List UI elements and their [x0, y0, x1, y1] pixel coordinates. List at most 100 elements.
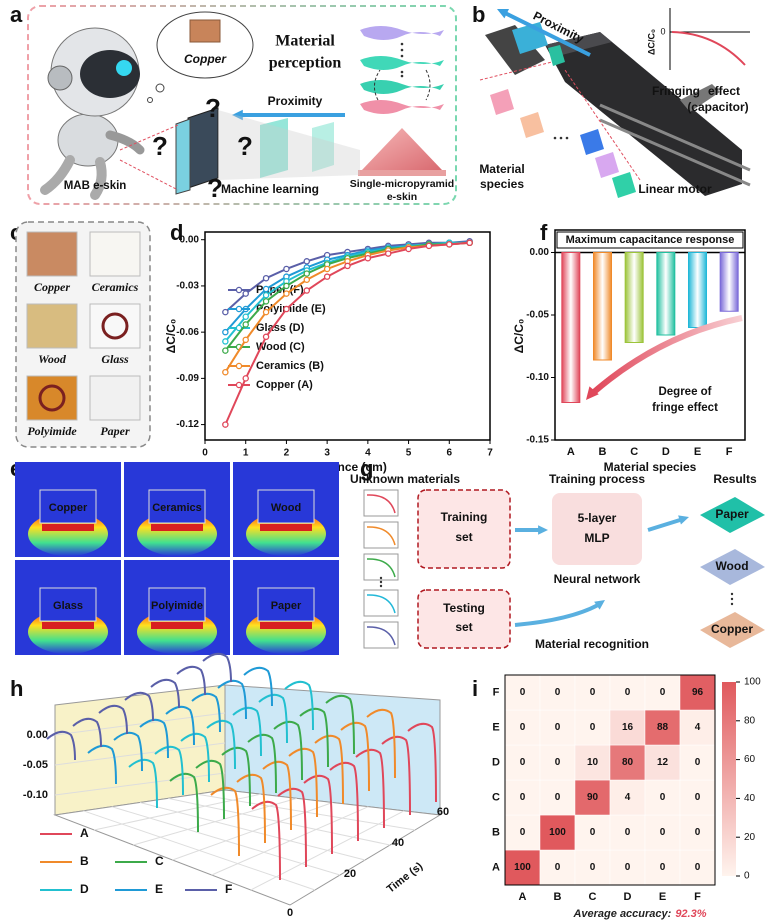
x-tick-label: 3 [324, 448, 330, 459]
sim-label: Wood [271, 502, 301, 514]
g-header: Training process [549, 472, 645, 486]
data-point [303, 276, 311, 284]
colorbar [722, 682, 736, 876]
callout [479, 61, 553, 81]
cell-value: 0 [520, 827, 526, 838]
sim-label: Polyimide [151, 600, 203, 612]
data-point [222, 338, 229, 345]
x-tick-label: C [630, 446, 638, 458]
rail [599, 103, 751, 172]
data-point [242, 321, 249, 328]
data-point [262, 285, 270, 293]
waterfall-curve [202, 652, 232, 683]
wall-grid [54, 772, 226, 796]
curve-thumb [363, 489, 399, 517]
heat-cell [504, 849, 541, 886]
waterfall-curve [124, 691, 154, 722]
heat-cell [574, 709, 611, 746]
waterfall-curve [314, 734, 344, 805]
panel-border [27, 5, 457, 205]
bar [561, 252, 581, 403]
electrode [151, 524, 203, 531]
x-tick-label: E [694, 446, 701, 458]
legend-label: Ceramics (B) [256, 360, 324, 372]
data-point [384, 250, 392, 257]
legend-label: Copper (A) [256, 379, 313, 391]
ellipsis-dot [730, 592, 734, 596]
cloud-label: Copper [184, 52, 227, 66]
mlp-box [552, 493, 642, 565]
waterfall-curve [128, 758, 158, 809]
wall-grid [54, 742, 226, 766]
data-point [323, 265, 331, 273]
y-tick-label: 0.00 [180, 234, 200, 245]
cell-value: 0 [555, 757, 561, 768]
waterfall-curve [262, 760, 292, 831]
callout [119, 159, 179, 191]
material-photo [26, 231, 78, 277]
heat-cell [574, 779, 611, 816]
bar [593, 252, 612, 361]
title-text: Material [275, 33, 335, 50]
sensor-label: Single-micropyramid [350, 178, 454, 190]
colorbar-label: 80 [744, 715, 756, 726]
x-tick-label: A [519, 891, 527, 903]
question-mark: ? [237, 131, 253, 161]
thought-dot [147, 97, 153, 103]
material-sample [612, 172, 636, 198]
legend-marker [235, 362, 243, 370]
heat-cell [679, 674, 716, 711]
cell-value: 0 [590, 827, 596, 838]
panel-label: a [10, 2, 23, 27]
y-tick-label: E [492, 721, 499, 733]
arrow-head [586, 386, 599, 400]
pyramid-base [358, 170, 446, 176]
micropyramid [362, 128, 442, 170]
waterfall-curve [381, 735, 411, 816]
x-tick-label: B [554, 891, 562, 903]
g-header: Results [713, 472, 757, 486]
colorbar-label: 100 [744, 677, 761, 688]
heat-cell [644, 709, 681, 746]
y-tick-label: B [492, 826, 500, 838]
title-text: perception [269, 55, 342, 72]
cell-value: 0 [590, 862, 596, 873]
legend-label: B [80, 854, 89, 868]
rail [599, 118, 751, 187]
sensor-layer [360, 26, 444, 40]
material-label: Polyimide [27, 424, 77, 438]
inset-curve [671, 31, 746, 66]
heat-cell [609, 849, 646, 886]
panel-label: h [10, 676, 23, 701]
skin-ghost [312, 122, 334, 172]
panel-label: d [170, 220, 183, 245]
waterfall-curve [340, 721, 370, 792]
result-diamond [700, 497, 765, 533]
electrode [42, 524, 94, 531]
callout [119, 124, 179, 151]
y-tick-label: 0.00 [530, 247, 550, 258]
flow-arrow [514, 603, 599, 627]
cell-value: 0 [660, 687, 666, 698]
sim-label: Paper [271, 600, 302, 612]
y-tick-label: -0.09 [176, 373, 199, 384]
box-label: Training [441, 510, 488, 524]
curve-thumb [363, 521, 399, 549]
legend-marker [235, 381, 243, 389]
ellipsis-dot [379, 576, 383, 580]
floor-grid [196, 793, 416, 831]
cell-value: 100 [549, 827, 566, 838]
legend-label: E [155, 882, 163, 896]
cell-value: 0 [590, 722, 596, 733]
sim-label: Copper [49, 502, 88, 514]
photo-logo [38, 384, 66, 412]
panel-label: i [472, 676, 478, 701]
time-tick-label: 0 [287, 907, 293, 919]
ellipsis-dot [400, 70, 404, 74]
y-tick-label: -0.06 [176, 327, 199, 338]
y-tick-label: -0.05 [23, 759, 48, 771]
y-tick-label: -0.05 [526, 310, 549, 321]
waterfall-curve [195, 759, 225, 820]
box-label: Testing [443, 601, 485, 615]
